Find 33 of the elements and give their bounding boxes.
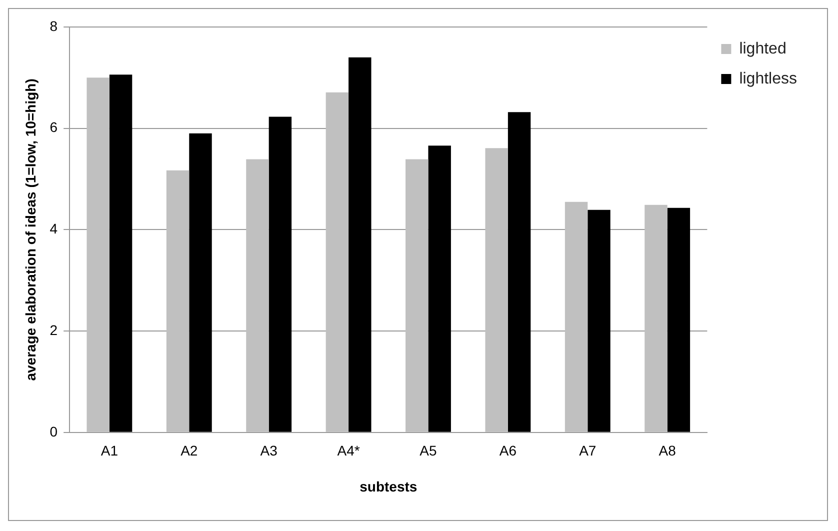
legend-label: lightless	[739, 70, 798, 88]
bar	[406, 159, 428, 432]
bar	[109, 74, 132, 432]
x-tick-label: A6	[499, 442, 517, 459]
bar	[326, 92, 349, 432]
x-tick-label: A8	[658, 442, 676, 459]
x-tick-label: A2	[180, 442, 198, 459]
bar	[667, 208, 690, 432]
y-tick-label: 8	[50, 18, 58, 34]
x-tick-label: A3	[260, 442, 278, 459]
bar	[485, 148, 508, 432]
bar	[166, 170, 190, 432]
bar	[268, 116, 292, 432]
legend-label: lighted	[739, 40, 786, 58]
y-tick-label: 0	[50, 423, 58, 440]
y-axis-title: average elaboration of ideas (1=low, 10=high)	[22, 78, 38, 381]
y-tick-label: 2	[50, 322, 58, 338]
x-tick-label: A4*	[337, 442, 360, 459]
y-tick-label: 6	[50, 119, 58, 136]
bar	[644, 204, 668, 432]
x-axis-title: subtests	[360, 478, 418, 494]
x-tick-label: A1	[100, 442, 118, 459]
y-tick-label: 4	[50, 220, 58, 237]
bar	[246, 159, 269, 432]
x-tick-label: A5	[420, 442, 438, 459]
bar	[508, 112, 531, 432]
bar	[189, 133, 212, 432]
x-tick-label: A7	[579, 442, 596, 459]
bar	[564, 202, 588, 432]
bar	[428, 146, 451, 432]
bar	[348, 57, 372, 432]
bar	[588, 210, 610, 432]
bar	[86, 78, 110, 432]
